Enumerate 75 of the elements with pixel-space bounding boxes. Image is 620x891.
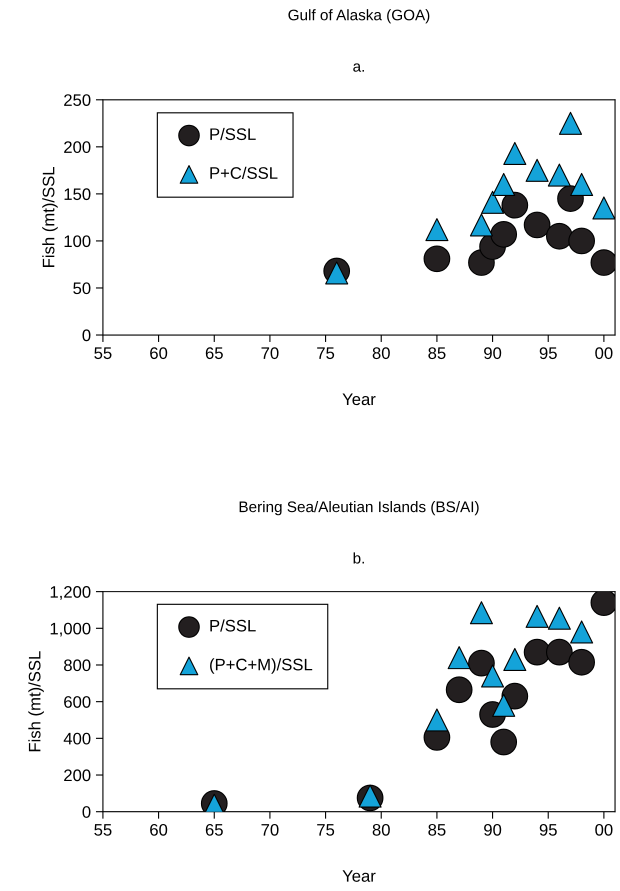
- x-tick-label: 55: [94, 347, 112, 360]
- chart-subtitle: a.: [353, 63, 364, 72]
- chart-title: Bering Sea/Aleutian Islands (BS/AI): [240, 500, 479, 516]
- point: [546, 638, 573, 666]
- point: [568, 228, 595, 254]
- x-tick-label: 60: [150, 347, 168, 360]
- y-tick-label: 800: [64, 659, 90, 672]
- x-tick-label: 00: [595, 824, 613, 836]
- point: [548, 164, 571, 187]
- point: [526, 604, 549, 628]
- x-tick-label: 80: [372, 347, 390, 360]
- point: [558, 112, 582, 135]
- point: [503, 648, 526, 672]
- point: [501, 192, 528, 219]
- point: [570, 172, 594, 196]
- point: [468, 650, 495, 677]
- y-tick-label: 100: [64, 235, 90, 248]
- point: [524, 638, 550, 666]
- point: [448, 646, 471, 670]
- y-tick-label: 200: [64, 141, 90, 154]
- point: [546, 222, 573, 250]
- y-tick-label: 150: [64, 188, 90, 200]
- y-axis-title: Fish (mt)/SSL: [42, 167, 58, 267]
- y-tick-label: 50: [73, 282, 90, 294]
- x-tick-label: 55: [94, 824, 112, 836]
- x-tick-label: 90: [484, 824, 502, 836]
- x-tick-label: 70: [262, 824, 279, 836]
- point: [548, 606, 571, 630]
- x-tick-label: 75: [317, 824, 334, 836]
- point: [524, 212, 550, 238]
- point: [490, 220, 518, 248]
- x-tick-label: 85: [428, 347, 446, 360]
- chart-title: Gulf of Alaska (GOA): [288, 9, 430, 24]
- point: [481, 664, 504, 688]
- point: [470, 601, 493, 624]
- point: [425, 708, 448, 732]
- y-tick-label: 200: [64, 769, 90, 782]
- legend-label: P/SSL: [210, 619, 256, 632]
- point: [570, 620, 594, 644]
- point: [592, 196, 616, 220]
- point: [503, 142, 526, 165]
- point: [470, 213, 493, 236]
- point: [446, 676, 473, 704]
- x-tick-label: 65: [206, 347, 223, 360]
- point: [481, 190, 504, 214]
- x-tick-label: 75: [317, 347, 334, 360]
- point: [425, 218, 448, 242]
- x-tick-label: 65: [206, 824, 223, 836]
- x-tick-label: 90: [484, 347, 502, 360]
- legend-label: P/SSL: [210, 128, 256, 140]
- y-tick-label: 0: [82, 806, 90, 818]
- y-tick-label: 250: [64, 94, 90, 106]
- x-tick-label: 60: [150, 824, 168, 836]
- point: [492, 172, 516, 196]
- x-tick-label: 85: [428, 824, 446, 836]
- y-tick-label: 0: [82, 329, 90, 342]
- point: [568, 648, 595, 676]
- y-tick-label: 600: [64, 696, 90, 708]
- x-axis-title: Year: [342, 870, 376, 882]
- x-tick-label: 00: [595, 347, 613, 360]
- x-axis-title: Year: [342, 394, 376, 406]
- y-tick-label: 1,200: [50, 586, 90, 600]
- legend-label: (P+C+M)/SSL: [210, 658, 312, 674]
- chart-subtitle: b.: [354, 552, 364, 564]
- x-tick-label: 95: [540, 347, 557, 360]
- point: [526, 158, 549, 182]
- point: [424, 245, 450, 272]
- y-tick-label: 400: [64, 732, 90, 745]
- x-tick-label: 70: [262, 347, 279, 360]
- legend-label: P+C/SSL: [210, 166, 278, 179]
- x-tick-label: 80: [372, 824, 390, 836]
- point: [490, 728, 518, 756]
- y-axis-title: Fish (mt)/SSL: [28, 651, 44, 752]
- y-tick-label: 1,000: [50, 622, 90, 636]
- x-tick-label: 95: [540, 824, 557, 836]
